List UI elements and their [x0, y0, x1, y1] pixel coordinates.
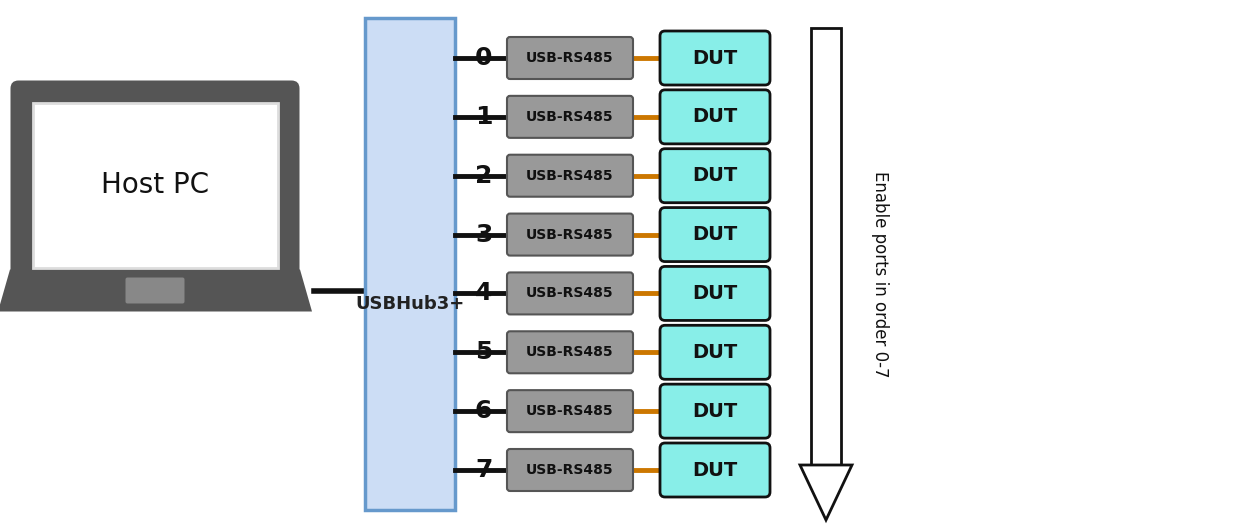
FancyBboxPatch shape: [507, 37, 633, 79]
FancyBboxPatch shape: [660, 325, 770, 379]
Text: DUT: DUT: [692, 49, 738, 68]
Text: USBHub3+: USBHub3+: [355, 295, 465, 313]
FancyBboxPatch shape: [660, 149, 770, 203]
Text: DUT: DUT: [692, 284, 738, 303]
Polygon shape: [800, 465, 852, 520]
FancyBboxPatch shape: [32, 102, 277, 268]
FancyBboxPatch shape: [125, 278, 185, 304]
Text: 2: 2: [474, 164, 492, 188]
Polygon shape: [811, 28, 841, 465]
Text: USB-RS485: USB-RS485: [527, 51, 614, 65]
Text: DUT: DUT: [692, 225, 738, 244]
Text: DUT: DUT: [692, 402, 738, 421]
Text: 1: 1: [474, 105, 493, 129]
FancyBboxPatch shape: [660, 90, 770, 144]
Text: 7: 7: [474, 458, 492, 482]
Text: USB-RS485: USB-RS485: [527, 345, 614, 359]
Text: DUT: DUT: [692, 343, 738, 362]
FancyBboxPatch shape: [660, 443, 770, 497]
Text: USB-RS485: USB-RS485: [527, 463, 614, 477]
Text: 5: 5: [474, 340, 492, 364]
Text: DUT: DUT: [692, 460, 738, 479]
Text: USB-RS485: USB-RS485: [527, 110, 614, 124]
FancyBboxPatch shape: [10, 80, 299, 289]
Text: Host PC: Host PC: [101, 171, 209, 199]
Text: USB-RS485: USB-RS485: [527, 169, 614, 183]
FancyBboxPatch shape: [507, 449, 633, 491]
Text: USB-RS485: USB-RS485: [527, 404, 614, 418]
FancyBboxPatch shape: [660, 208, 770, 261]
Text: 3: 3: [474, 223, 492, 247]
FancyBboxPatch shape: [365, 18, 455, 510]
FancyBboxPatch shape: [507, 331, 633, 373]
Text: USB-RS485: USB-RS485: [527, 228, 614, 242]
FancyBboxPatch shape: [507, 272, 633, 315]
FancyBboxPatch shape: [660, 384, 770, 438]
Polygon shape: [0, 269, 312, 312]
Text: 0: 0: [474, 46, 493, 70]
Text: 4: 4: [474, 281, 492, 305]
FancyBboxPatch shape: [507, 155, 633, 197]
FancyBboxPatch shape: [507, 96, 633, 138]
FancyBboxPatch shape: [507, 390, 633, 432]
Text: 6: 6: [474, 399, 492, 423]
FancyBboxPatch shape: [660, 267, 770, 320]
Text: DUT: DUT: [692, 107, 738, 126]
Text: Enable ports in order 0-7: Enable ports in order 0-7: [871, 171, 889, 377]
Text: DUT: DUT: [692, 166, 738, 185]
Text: USB-RS485: USB-RS485: [527, 286, 614, 300]
FancyBboxPatch shape: [507, 213, 633, 256]
FancyBboxPatch shape: [660, 31, 770, 85]
